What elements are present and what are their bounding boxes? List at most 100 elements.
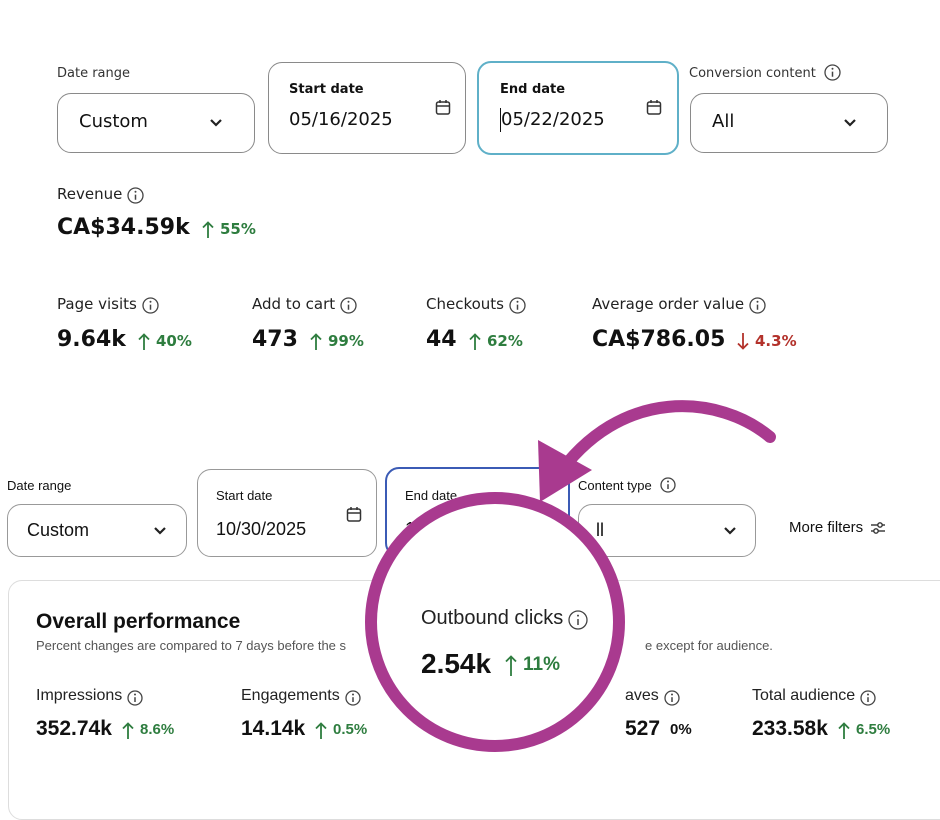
arrow-up-icon	[838, 722, 850, 740]
info-icon[interactable]	[127, 186, 144, 204]
info-icon[interactable]	[345, 689, 361, 706]
chevron	[210, 119, 222, 127]
metric-label: Average order value	[592, 295, 745, 313]
info-dot	[516, 300, 519, 303]
chevron-icon	[210, 119, 222, 127]
info-icon[interactable]	[127, 689, 143, 706]
filter-label: Content type	[578, 478, 652, 493]
filter-label: Conversion content	[689, 66, 816, 81]
metric-value: 9.64k	[57, 327, 126, 352]
arrow-up-icon	[315, 722, 327, 740]
chevron	[844, 119, 856, 127]
arrow-head	[138, 332, 150, 340]
info-ring	[345, 689, 361, 706]
info-icon[interactable]	[509, 296, 526, 314]
conversion-content-dropdown[interactable]	[690, 93, 888, 153]
magnifier-ring	[365, 492, 625, 752]
metric-change: 11%	[523, 654, 560, 676]
info-icon[interactable]	[568, 610, 588, 630]
info-icon[interactable]	[664, 689, 680, 706]
filter-value: Custom	[79, 111, 148, 132]
start-date-field[interactable]	[268, 62, 466, 154]
info-ring	[664, 689, 680, 706]
info-ring	[509, 296, 526, 314]
info-icon[interactable]	[860, 689, 876, 706]
chevron	[724, 527, 736, 535]
metric-label: Revenue	[57, 185, 123, 203]
field-value: 05/16/2025	[289, 109, 393, 130]
metric-change: 40%	[156, 331, 192, 350]
field-label: Start date	[289, 82, 364, 97]
arrow-up-icon	[505, 655, 517, 676]
info-ring	[824, 64, 841, 81]
metric-change: 99%	[328, 331, 364, 350]
calendar-body	[646, 101, 662, 115]
page: Date range Custom Start date 05/16/2025 End…	[7, 61, 940, 820]
arrow-head	[315, 722, 327, 730]
info-ring	[860, 689, 876, 706]
arrow-head	[310, 332, 322, 340]
info-dot	[671, 693, 673, 696]
metric-label: Total audience	[752, 687, 856, 704]
date-range-dropdown[interactable]	[57, 93, 255, 153]
metric-value: 44	[426, 327, 457, 352]
metric-label: Checkouts	[426, 295, 504, 313]
metric-value: 473	[252, 327, 298, 352]
highlight-circle	[365, 492, 625, 752]
card-subtitle: Percent changes are compared to 7 days b…	[36, 638, 347, 653]
info-dot	[134, 693, 136, 696]
chevron-icon	[844, 119, 856, 127]
calendar-body	[435, 101, 451, 115]
arrow-head	[202, 220, 214, 228]
info-dot	[577, 614, 579, 617]
info-icon[interactable]	[340, 296, 357, 314]
field-label: End date	[405, 488, 458, 503]
metric-label: aves	[625, 687, 659, 704]
info-ring	[660, 477, 676, 493]
field-value: 10/30/2025	[216, 519, 307, 539]
info-ring	[142, 296, 159, 314]
info-ring	[568, 610, 588, 630]
filter-value: ll	[596, 520, 604, 540]
chevron	[154, 527, 166, 535]
arrow-up-icon	[202, 220, 214, 238]
info-icon[interactable]	[660, 477, 676, 493]
filter-label: Date range	[57, 66, 131, 81]
arrow-head	[737, 342, 749, 350]
arrow-down-icon	[737, 332, 749, 350]
metric-label: Engagements	[241, 687, 340, 704]
card-subtitle: e except for audience.	[645, 638, 773, 653]
info-dot	[134, 190, 137, 193]
end-date-field[interactable]	[477, 61, 679, 155]
metric-change: 62%	[487, 331, 523, 350]
field-label: End date	[500, 82, 566, 97]
arrow-up-icon	[310, 332, 322, 350]
card-title: Overall performance	[36, 610, 241, 633]
filter-value: Custom	[27, 520, 90, 540]
info-dot	[667, 480, 669, 483]
arrow-head	[122, 722, 134, 730]
metric-value: 233.58k	[752, 717, 828, 740]
metric-value: CA$786.05	[592, 327, 726, 352]
arrow-up-icon	[469, 332, 481, 350]
metric-change: 6.5%	[856, 721, 891, 739]
metric-label: Impressions	[36, 687, 123, 704]
metric-label: Outbound clicks	[421, 607, 564, 629]
field-value: 05/22/2025	[501, 109, 605, 130]
filters-icon[interactable]	[871, 521, 885, 534]
callout-arrow	[538, 400, 776, 502]
metric-change: 55%	[220, 219, 256, 238]
metric-label: Page visits	[57, 295, 137, 313]
info-dot	[867, 693, 869, 696]
info-icon[interactable]	[824, 64, 841, 81]
metric-change: 0%	[670, 721, 692, 739]
info-icon[interactable]	[749, 296, 766, 314]
more-filters-button[interactable]: More filters	[789, 519, 864, 536]
info-icon[interactable]	[142, 296, 159, 314]
arrow-head	[838, 722, 850, 730]
metric-change: 8.6%	[140, 721, 175, 739]
calendar-icon	[346, 507, 362, 522]
filter-label: Date range	[7, 478, 72, 493]
info-ring	[340, 296, 357, 314]
metric-value: CA$34.59k	[57, 215, 190, 240]
